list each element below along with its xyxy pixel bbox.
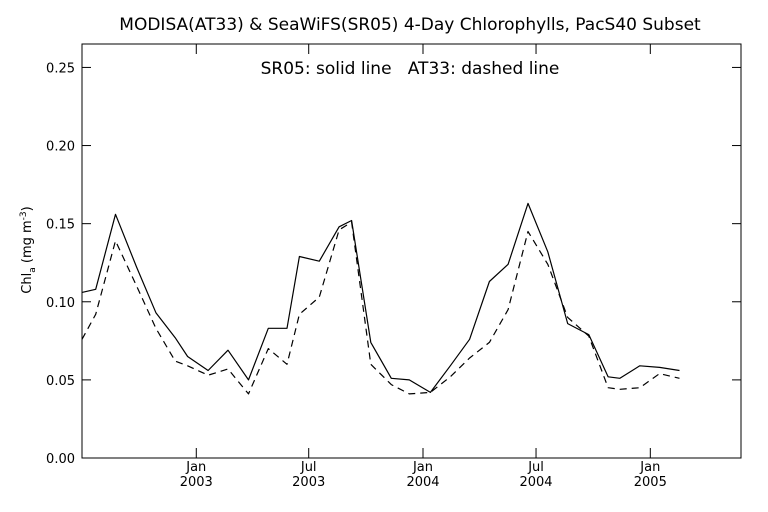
x-tick-label-year: 2004	[519, 475, 552, 490]
x-tick-label-month: Jan	[412, 460, 433, 475]
x-tick-label-year: 2003	[292, 475, 325, 490]
x-tick-label-year: 2003	[180, 475, 213, 490]
y-tick-label: 0.20	[46, 140, 75, 155]
x-tick-label-year: 2005	[634, 475, 667, 490]
chart-title: MODISA(AT33) & SeaWiFS(SR05) 4-Day Chlor…	[119, 15, 701, 35]
y-tick-label: 0.10	[46, 296, 75, 311]
plot-frame	[81, 43, 742, 459]
y-tick-label: 0.00	[46, 452, 75, 467]
y-axis: 0.00 0.05 0.10 0.15 0.20 0.25	[46, 61, 741, 467]
series-annotation: SR05: solid line AT33: dashed line	[261, 59, 560, 79]
y-tick-label: 0.25	[46, 61, 75, 76]
x-tick-label-month: Jan	[639, 460, 660, 475]
x-tick-label-year: 2004	[406, 475, 439, 490]
series-layer	[81, 202, 680, 395]
series-line-at33	[81, 221, 680, 395]
series-line-sr05	[81, 202, 680, 393]
y-tick-label: 0.15	[46, 218, 75, 233]
x-tick-label-month: Jan	[185, 460, 206, 475]
x-tick-label-month: Jul	[300, 460, 317, 475]
y-tick-label: 0.05	[46, 374, 75, 389]
y-axis-label: Chla (mg m-3)	[19, 206, 38, 293]
x-tick-label-month: Jul	[527, 460, 544, 475]
